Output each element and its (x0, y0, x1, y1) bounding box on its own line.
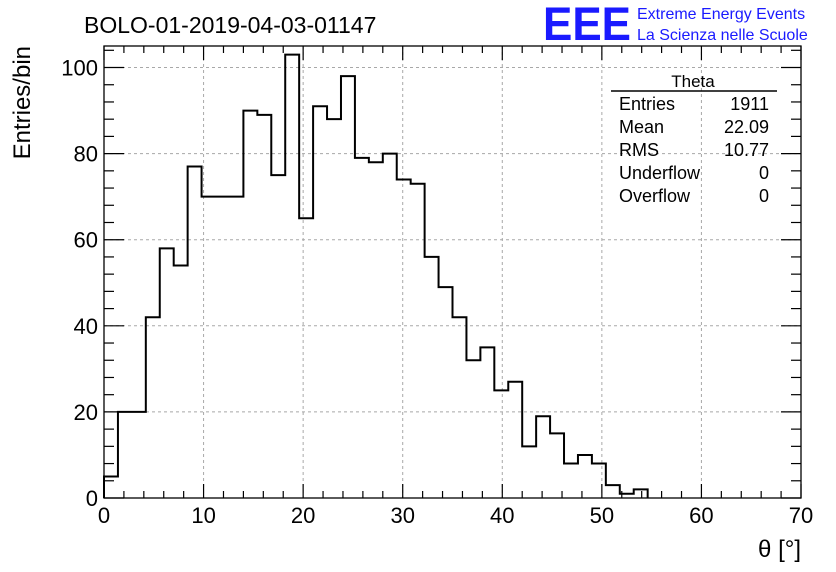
stats-row-value: 0 (759, 163, 769, 183)
stats-row-label: Mean (619, 117, 664, 137)
x-axis-label: θ [°] (758, 536, 801, 563)
y-axis-label: Entries/bin (9, 46, 36, 159)
x-tick-label: 70 (789, 503, 813, 528)
stats-box: Theta Entries 1911 Mean 22.09 RMS 10.77 Underf… (611, 72, 777, 206)
logo-line-2: La Scienza nelle Scuole (637, 27, 808, 44)
x-tick-label: 10 (191, 503, 215, 528)
y-tick-label: 80 (74, 142, 98, 167)
y-tick-label: 20 (74, 400, 98, 425)
x-tick-label: 60 (689, 503, 713, 528)
x-tick-label: 20 (291, 503, 315, 528)
y-tick-label: 40 (74, 314, 98, 339)
x-tick-label: 30 (390, 503, 414, 528)
stats-row-label: Entries (619, 94, 675, 114)
stats-row-value: 1911 (730, 94, 769, 114)
logo-mark: EEE (543, 0, 631, 50)
y-tick-label: 0 (86, 486, 98, 511)
y-tick-label: 60 (74, 228, 98, 253)
x-tick-label: 40 (490, 503, 514, 528)
stats-row-label: Underflow (619, 163, 701, 183)
stats-row-label: RMS (619, 140, 659, 160)
stats-row-value: 0 (759, 186, 769, 206)
chart-title: BOLO-01-2019-04-03-01147 (84, 12, 376, 38)
x-tick-label: 50 (590, 503, 614, 528)
histogram-outline (103, 53, 649, 498)
stats-row-value: 10.77 (724, 140, 769, 160)
eee-logo: EEE Extreme Energy Events La Scienza nel… (543, 0, 808, 50)
histogram-series (103, 53, 649, 498)
grid-lines (104, 46, 801, 498)
x-tick-label: 0 (98, 503, 110, 528)
stats-row-value: 22.09 (724, 117, 769, 137)
stats-rows: Entries 1911 Mean 22.09 RMS 10.77 Underflow 0 Ov… (619, 94, 769, 206)
stats-row-label: Overflow (619, 186, 691, 206)
plot-frame (103, 45, 802, 499)
logo-line-1: Extreme Energy Events (637, 6, 805, 23)
stats-title: Theta (671, 72, 715, 91)
y-tick-label: 100 (61, 56, 98, 81)
tick-labels: 0 10 20 30 40 50 60 70 0 20 40 60 80 100 (61, 56, 813, 528)
